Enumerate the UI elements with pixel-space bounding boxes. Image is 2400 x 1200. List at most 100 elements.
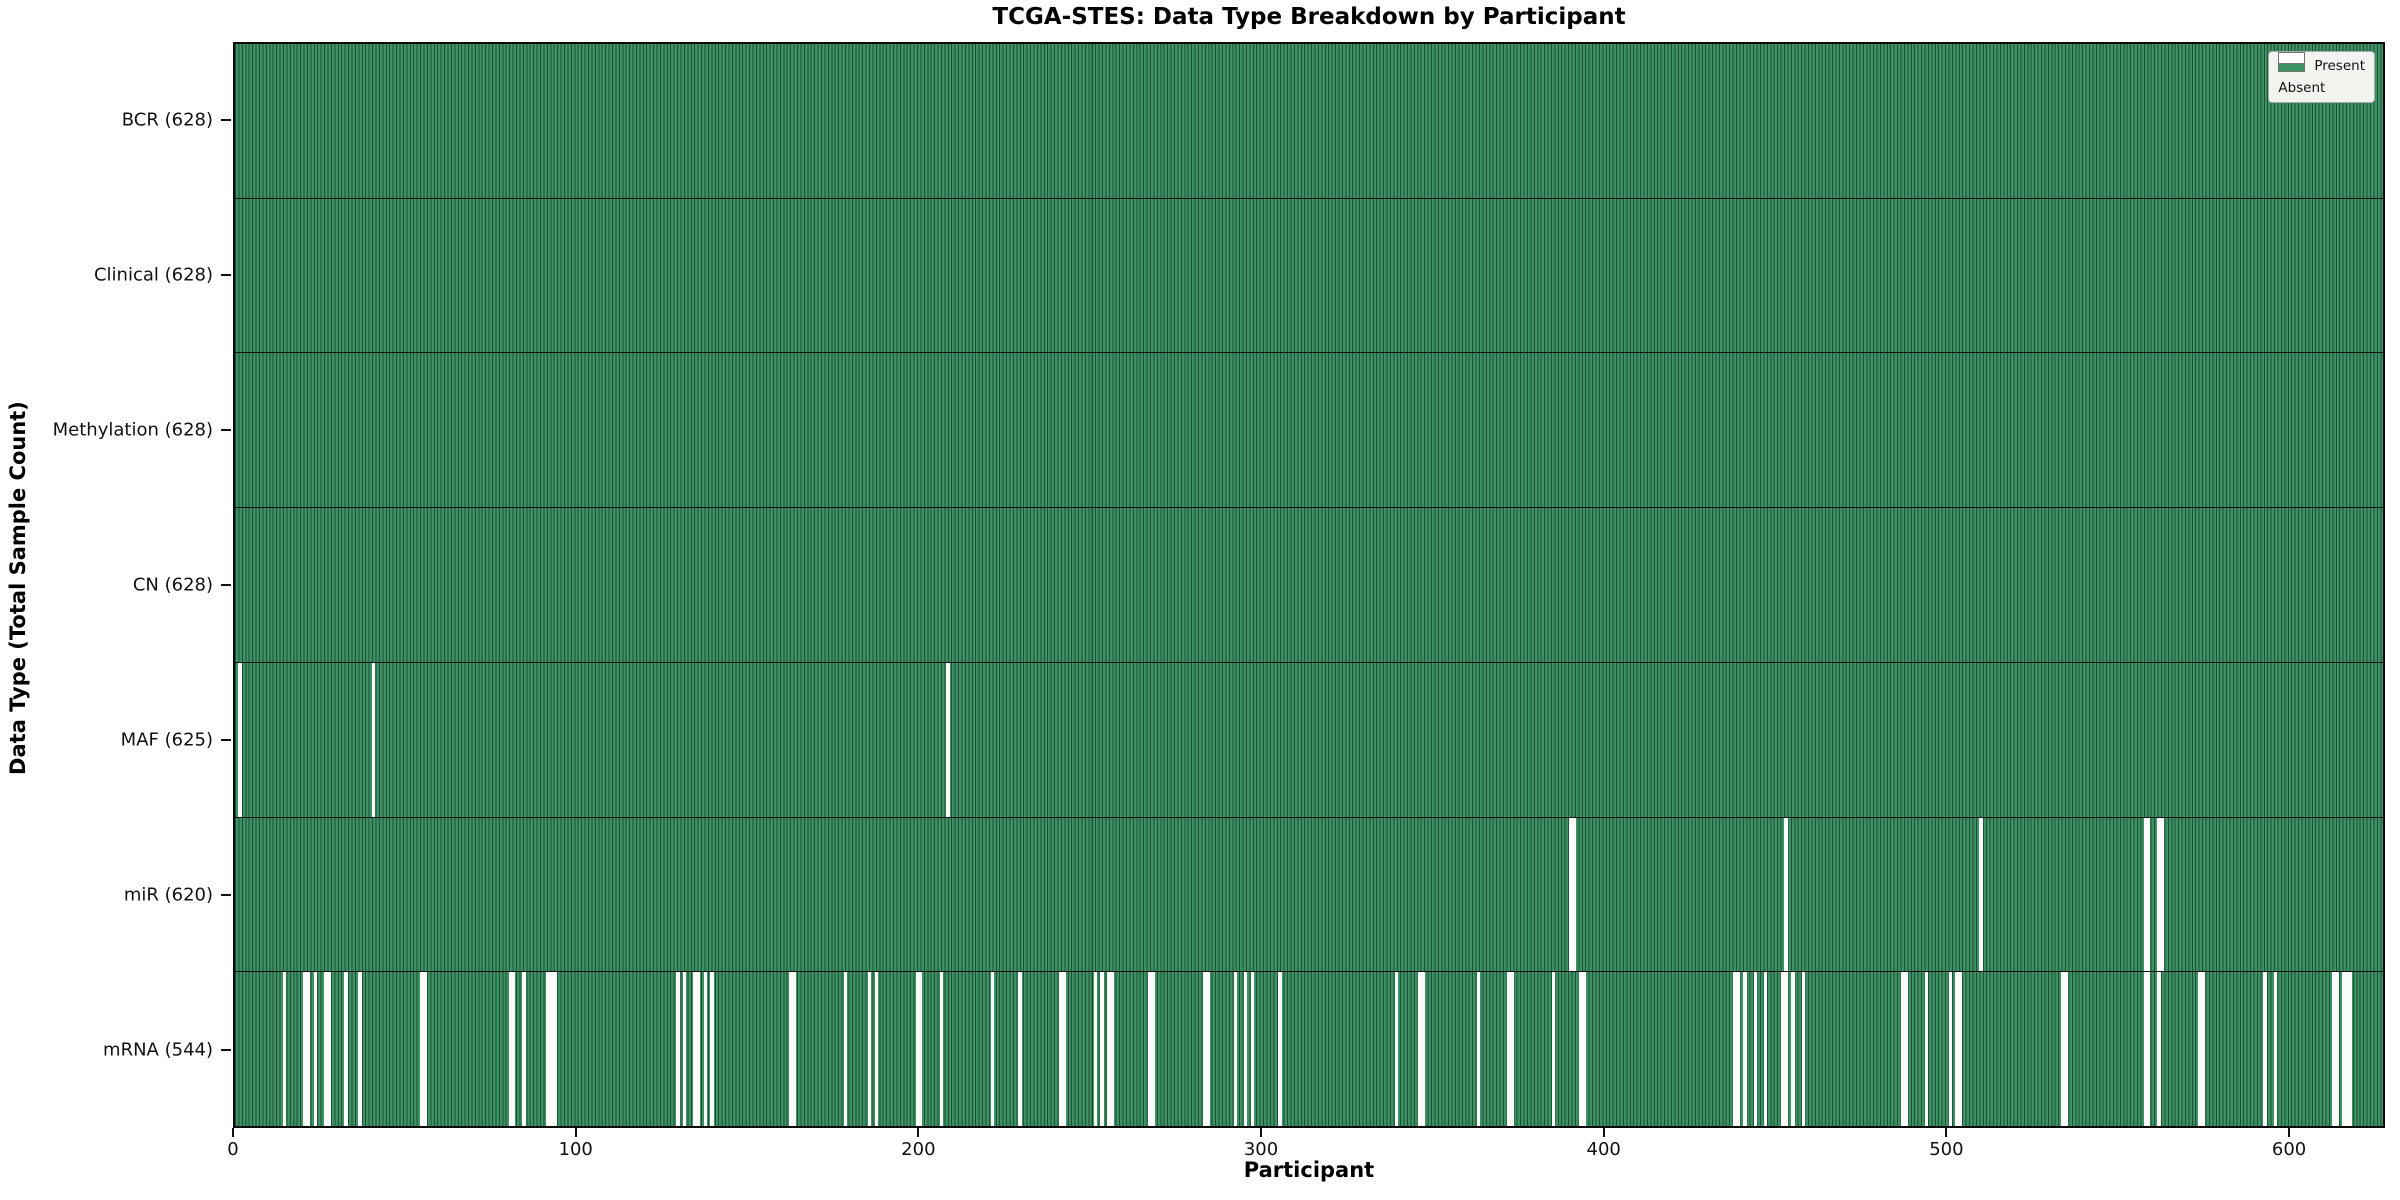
row-band-mRNA — [235, 972, 2383, 1127]
absent-stripe — [1233, 972, 1238, 1127]
absent-stripe — [867, 972, 872, 1127]
x-tick-label: 0 — [227, 1139, 239, 1160]
absent-stripe — [703, 972, 707, 1127]
row-band-Clinical — [235, 198, 2383, 354]
legend-label-absent: Absent — [2278, 80, 2326, 96]
absent-stripe — [1551, 972, 1556, 1127]
absent-stripe — [1784, 972, 1788, 1127]
absent-stripe — [1801, 972, 1805, 1127]
absent-stripe — [553, 972, 557, 1127]
x-axis-title: Participant — [1243, 1158, 1375, 1182]
x-tick-mark — [1945, 1128, 1948, 1137]
row-band-CN — [235, 508, 2383, 663]
row-label-CN: CN (628) — [132, 574, 213, 596]
x-tick-label: 400 — [1586, 1139, 1621, 1160]
x-tick-mark — [2288, 1128, 2291, 1137]
figure-title: TCGA-STES: Data Type Breakdown by Partic… — [992, 4, 1626, 30]
absent-stripe — [792, 972, 796, 1127]
row-label-BCR: BCR (628) — [121, 109, 213, 131]
absent-stripe — [2143, 817, 2147, 972]
absent-stripe — [419, 972, 424, 1127]
absent-stripe — [546, 972, 550, 1127]
absent-stripe — [1743, 972, 1747, 1127]
absent-stripe — [1148, 972, 1152, 1127]
absent-stripe — [990, 972, 995, 1127]
row-band-miR — [235, 817, 2383, 973]
absent-stripe — [1781, 972, 1785, 1127]
absent-stripe — [2198, 972, 2202, 1127]
absent-stripe — [1572, 817, 1576, 972]
y-tick-mark — [221, 428, 231, 431]
absent-stripe — [2341, 972, 2346, 1127]
absent-stripe — [2143, 972, 2147, 1127]
row-label-MAF: MAF (625) — [120, 729, 213, 751]
absent-stripe — [1062, 972, 1067, 1127]
absent-stripe — [306, 972, 311, 1127]
absent-stripe — [919, 972, 923, 1127]
absent-stripe — [512, 972, 516, 1127]
absent-stripe — [313, 972, 318, 1127]
absent-stripe — [1507, 972, 1511, 1127]
row-label-mRNA: mRNA (544) — [103, 1039, 213, 1061]
absent-stripe — [323, 972, 328, 1127]
legend: Present Absent — [2268, 51, 2375, 103]
absent-stripe — [282, 972, 287, 1127]
absent-stripe — [676, 972, 680, 1127]
absent-stripe — [371, 662, 376, 817]
x-tick-mark — [917, 1128, 920, 1137]
y-tick-mark — [221, 273, 231, 276]
absent-stripe — [1791, 972, 1795, 1127]
absent-stripe — [1904, 972, 1908, 1127]
absent-stripe — [2061, 972, 2065, 1127]
x-tick-mark — [574, 1128, 577, 1137]
absent-stripe — [1753, 972, 1758, 1127]
legend-item-absent: Absent — [2278, 52, 2365, 96]
absent-stripe — [1151, 972, 1156, 1127]
x-tick-mark — [232, 1128, 234, 1137]
row-band-Methylation — [235, 353, 2383, 509]
absent-stripe — [2331, 972, 2336, 1127]
absent-stripe — [683, 972, 687, 1127]
absent-stripe — [1093, 972, 1097, 1127]
x-tick-label: 100 — [558, 1139, 593, 1160]
y-tick-mark — [221, 118, 231, 121]
absent-stripe — [843, 972, 848, 1127]
row-band-BCR — [235, 44, 2383, 199]
absent-stripe — [327, 972, 331, 1127]
x-tick-label: 500 — [1929, 1139, 1964, 1160]
absent-stripe — [1278, 972, 1282, 1127]
absent-stripe — [1059, 972, 1063, 1127]
absent-stripe — [1582, 972, 1587, 1127]
absent-stripe — [1579, 972, 1583, 1127]
legend-swatch-absent-icon — [2278, 52, 2306, 64]
absent-stripe — [2345, 972, 2349, 1127]
absent-stripe — [696, 972, 701, 1127]
absent-stripe — [1418, 972, 1422, 1127]
absent-stripe — [1948, 972, 1953, 1127]
y-tick-mark — [221, 1049, 231, 1052]
absent-stripe — [1250, 972, 1255, 1127]
absent-stripe — [358, 972, 362, 1127]
absent-stripe — [939, 972, 943, 1127]
absent-stripe — [238, 662, 242, 817]
absent-stripe — [2146, 817, 2151, 972]
x-tick-mark — [1260, 1128, 1263, 1137]
absent-stripe — [1206, 972, 1210, 1127]
absent-stripe — [1476, 972, 1480, 1127]
absent-stripe — [2273, 972, 2277, 1127]
row-band-MAF — [235, 662, 2383, 818]
absent-stripe — [2157, 817, 2161, 972]
absent-stripe — [2157, 972, 2161, 1127]
absent-stripe — [710, 972, 714, 1127]
absent-stripe — [1107, 972, 1111, 1127]
absent-stripe — [2335, 972, 2339, 1127]
absent-stripe — [423, 972, 427, 1127]
x-tick-label: 200 — [901, 1139, 936, 1160]
absent-stripe — [1955, 972, 1959, 1127]
plot-area: Present Absent — [233, 42, 2385, 1128]
absent-stripe — [1202, 972, 1207, 1127]
absent-stripe — [2263, 972, 2267, 1127]
absent-stripe — [2064, 972, 2069, 1127]
y-tick-mark — [221, 894, 231, 897]
absent-stripe — [1510, 972, 1515, 1127]
